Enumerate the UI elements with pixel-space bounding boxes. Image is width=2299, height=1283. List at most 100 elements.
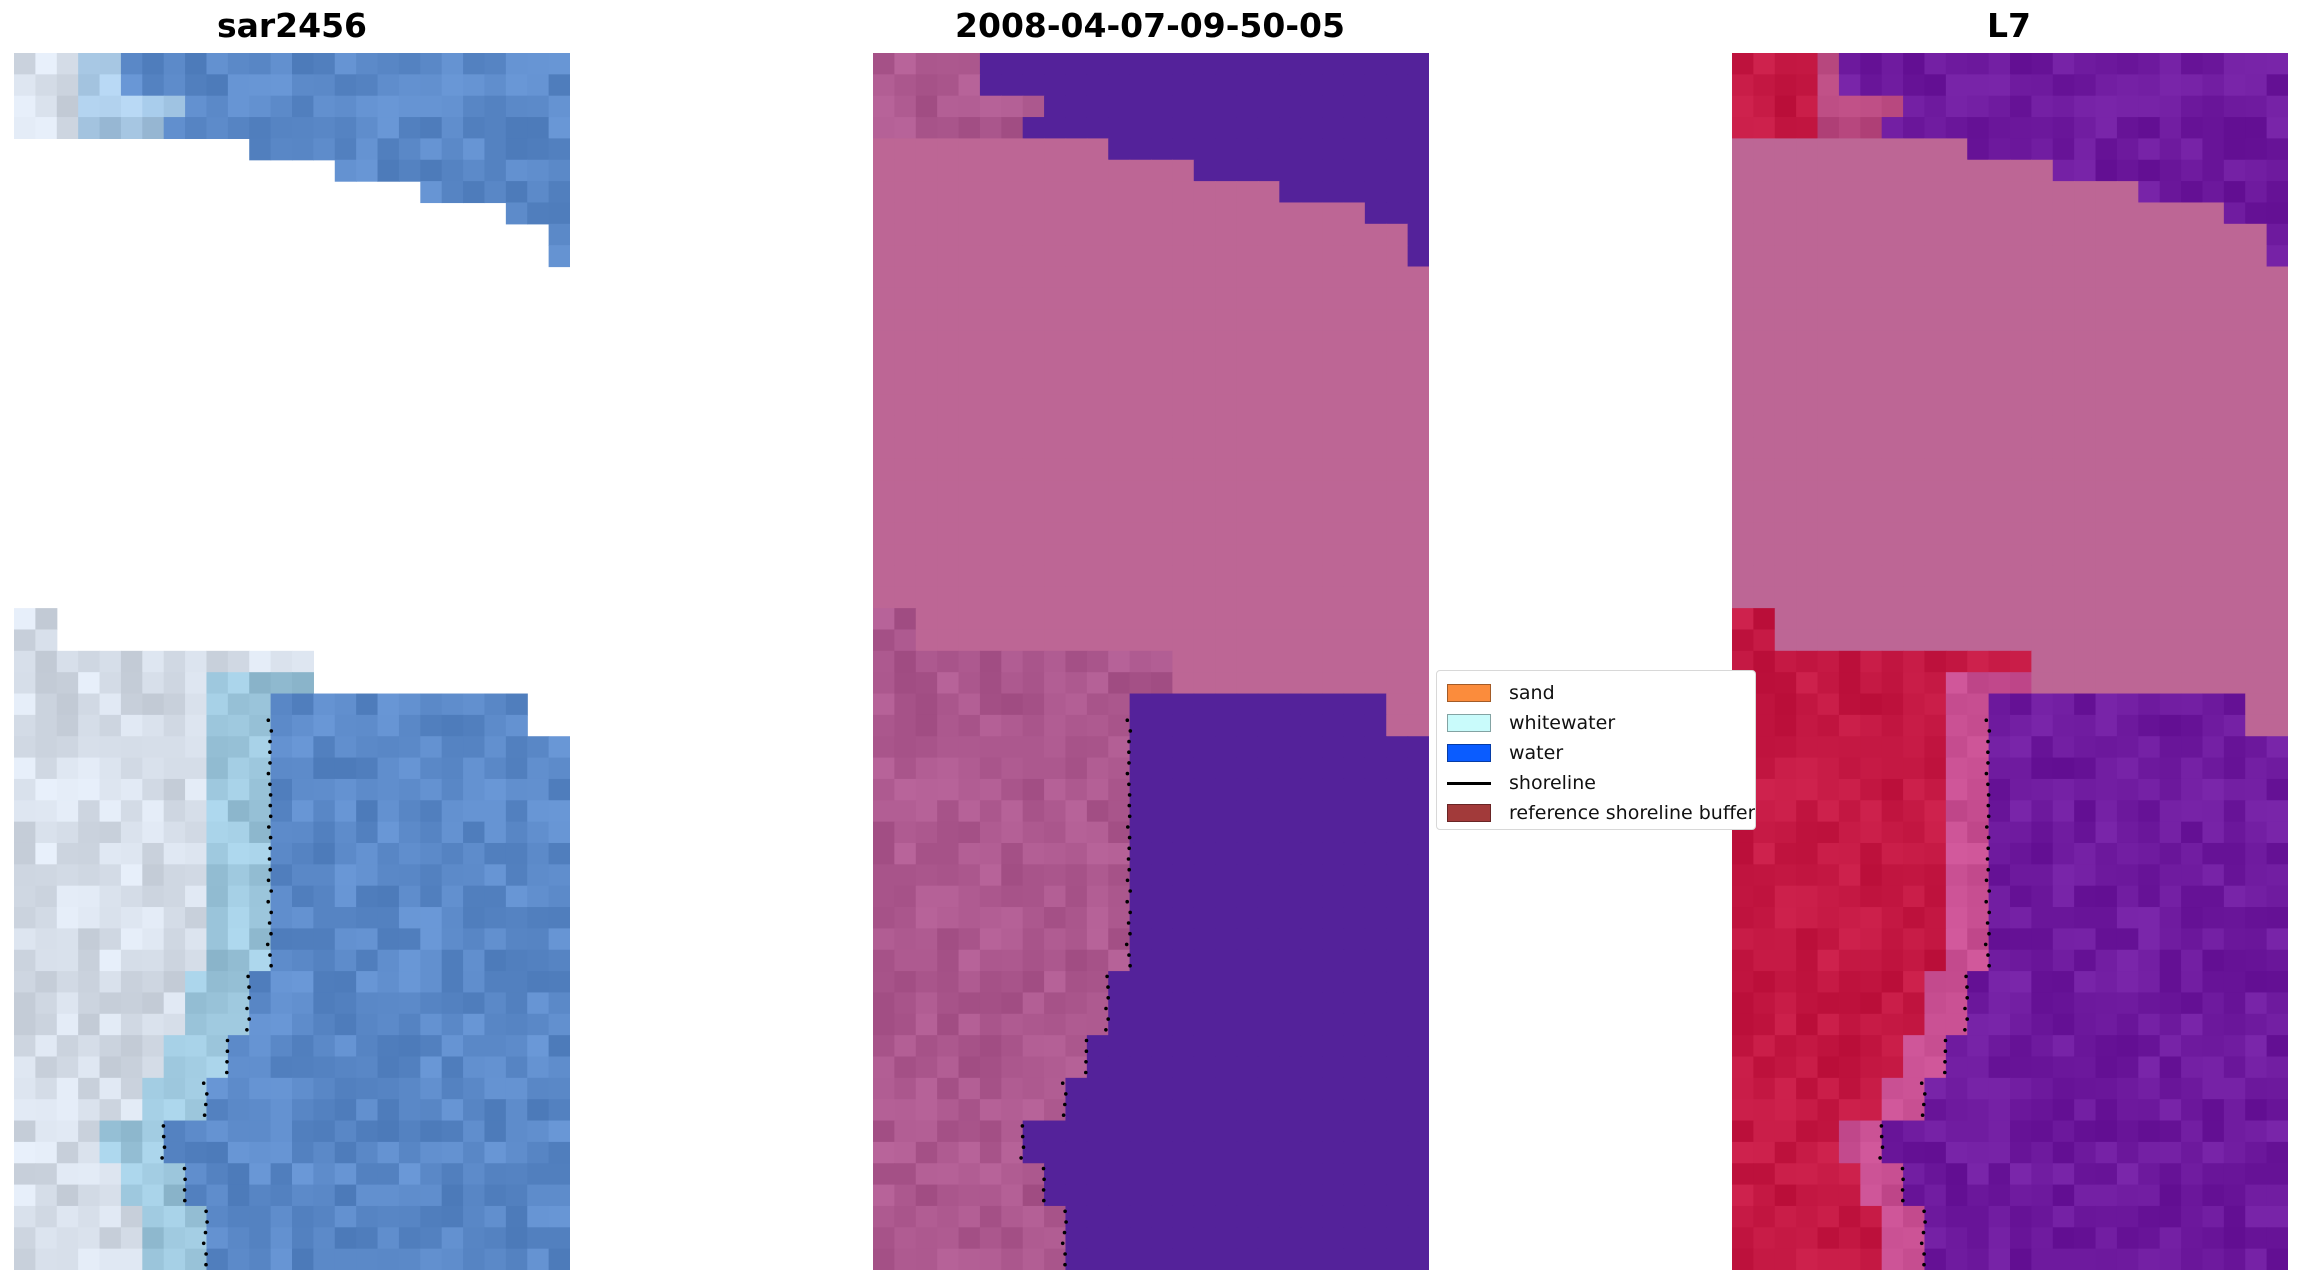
shoreline-point xyxy=(1063,1262,1067,1267)
shoreline-point xyxy=(1106,985,1110,989)
shoreline-point xyxy=(1060,1081,1065,1085)
shoreline-point xyxy=(1987,729,1992,733)
classification-svg xyxy=(873,53,1429,1270)
panel-classification xyxy=(873,53,1429,1270)
shoreline-point xyxy=(1919,1241,1924,1246)
shoreline-point xyxy=(1923,1220,1927,1224)
shoreline-point xyxy=(268,835,273,840)
panel-rgb-image xyxy=(14,53,570,1270)
shoreline-point xyxy=(1127,803,1132,808)
shoreline-point xyxy=(266,878,271,883)
shoreline-point xyxy=(1964,974,1968,979)
shoreline-point xyxy=(1919,1081,1924,1085)
water-swatch xyxy=(1447,744,1491,762)
shoreline-point xyxy=(1127,953,1131,957)
shoreline-swatch xyxy=(1447,781,1491,785)
shoreline-point xyxy=(182,1188,187,1192)
shoreline-point xyxy=(269,910,273,915)
shoreline-point xyxy=(1128,931,1132,936)
shoreline-point xyxy=(1060,1241,1065,1246)
shoreline-point xyxy=(1984,878,1989,883)
legend-item-shoreline: shoreline xyxy=(1447,771,1596,795)
shoreline-point xyxy=(204,1262,208,1267)
shoreline-point xyxy=(183,1198,187,1203)
shoreline-point xyxy=(1986,953,1990,957)
shoreline-point xyxy=(1987,910,1991,915)
shoreline-point xyxy=(268,782,272,787)
title-middle: 2008-04-07-09-50-05 xyxy=(955,6,1345,45)
shoreline-point xyxy=(1922,1209,1926,1214)
shoreline-point xyxy=(1900,1166,1905,1171)
shoreline-point xyxy=(247,1017,251,1021)
shoreline-point xyxy=(246,974,250,979)
shoreline-point xyxy=(203,1230,208,1235)
shoreline-point xyxy=(1983,942,1988,947)
shoreline-point xyxy=(1921,1230,1926,1235)
shoreline-point xyxy=(1127,782,1131,787)
shoreline-point xyxy=(1021,1145,1026,1149)
shoreline-point xyxy=(1127,750,1131,754)
shoreline-point xyxy=(1943,1060,1947,1064)
shoreline-point xyxy=(1063,1209,1067,1214)
panel-false-color xyxy=(1732,53,2288,1270)
shoreline-point xyxy=(201,1241,206,1246)
shoreline-point xyxy=(267,921,272,925)
shoreline-point xyxy=(1901,1198,1905,1203)
shoreline-point xyxy=(1128,963,1132,968)
shoreline-point xyxy=(1986,761,1990,765)
legend-item-water: water xyxy=(1447,741,1563,765)
shoreline-point xyxy=(1984,899,1988,904)
shoreline-point xyxy=(1106,996,1110,1000)
shoreline-point xyxy=(1922,1102,1926,1107)
shoreline-point xyxy=(1126,857,1131,861)
shoreline-point xyxy=(1106,1017,1110,1021)
shoreline-point xyxy=(268,846,272,851)
shoreline-point xyxy=(268,803,273,808)
shoreline-point xyxy=(1124,942,1129,947)
legend-label-shoreline: shoreline xyxy=(1509,772,1596,794)
shoreline-point xyxy=(160,1156,164,1160)
shoreline-point xyxy=(1986,782,1990,787)
shoreline-point xyxy=(245,1006,249,1011)
shoreline-point xyxy=(247,985,251,989)
shoreline-point xyxy=(1084,1070,1088,1075)
shoreline-point xyxy=(267,857,272,861)
shoreline-point xyxy=(1900,1188,1905,1192)
shoreline-point xyxy=(1986,814,1991,819)
legend-label-sand: sand xyxy=(1509,682,1555,704)
shoreline-point xyxy=(1986,835,1991,840)
shoreline-point xyxy=(267,825,271,829)
shoreline-point xyxy=(1064,1220,1068,1224)
shoreline-point xyxy=(202,1113,207,1117)
shoreline-point xyxy=(1042,1177,1046,1182)
shoreline-point xyxy=(1986,867,1990,872)
reference-buffer-swatch xyxy=(1447,804,1491,822)
shoreline-point xyxy=(1878,1156,1882,1160)
sand-swatch xyxy=(1447,684,1491,702)
legend: sand whitewater water shoreline referenc… xyxy=(1436,670,1756,830)
shoreline-point xyxy=(1943,1049,1948,1053)
shoreline-point xyxy=(1986,803,1991,808)
shoreline-point xyxy=(1963,1028,1967,1032)
rgb-image-svg xyxy=(14,53,570,1270)
shoreline-point xyxy=(205,1092,209,1096)
whitewater-swatch xyxy=(1447,714,1491,732)
shoreline-point xyxy=(1127,739,1131,744)
shoreline-point xyxy=(161,1134,166,1139)
shoreline-point xyxy=(1125,718,1130,722)
shoreline-point xyxy=(1986,793,1991,797)
shoreline-point xyxy=(1127,846,1131,851)
shoreline-point xyxy=(1127,793,1132,797)
shoreline-point xyxy=(247,996,251,1000)
shoreline-point xyxy=(1125,899,1129,904)
shoreline-point xyxy=(1064,1092,1068,1096)
shoreline-point xyxy=(1019,1156,1023,1160)
shoreline-point xyxy=(1127,867,1131,872)
shoreline-point xyxy=(182,1166,187,1171)
shoreline-point xyxy=(1984,771,1989,776)
shoreline-point xyxy=(1127,835,1132,840)
shoreline-point xyxy=(205,1220,209,1224)
shoreline-point xyxy=(1965,1017,1969,1021)
shoreline-point xyxy=(1042,1198,1046,1203)
shoreline-point xyxy=(1020,1134,1025,1139)
